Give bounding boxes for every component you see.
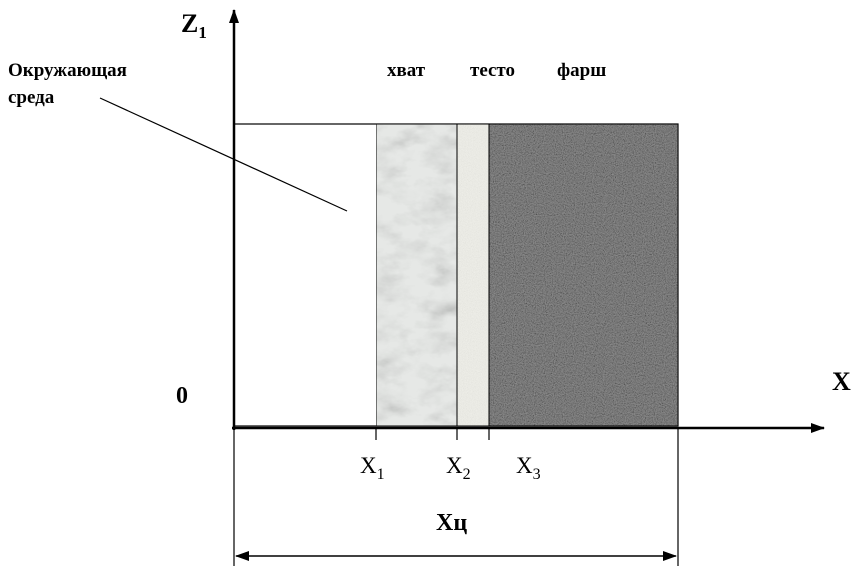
layer-khvat bbox=[375, 123, 458, 427]
boundary-label-x1: X1 bbox=[360, 453, 385, 483]
boundary-label-x3: X3 bbox=[516, 453, 541, 483]
dimension-label: Xц bbox=[436, 510, 467, 536]
layer-label-testo: тесто bbox=[470, 60, 515, 81]
layer-farsh bbox=[488, 123, 679, 427]
layer-testo bbox=[456, 123, 490, 427]
environment-label-line1: Окружающая bbox=[8, 60, 127, 81]
x-axis-label: X bbox=[832, 367, 851, 396]
origin-label: 0 bbox=[176, 383, 188, 409]
environment-leader-line bbox=[99, 97, 348, 212]
layer-label-khvat: хват bbox=[387, 60, 426, 81]
environment-label-line2: среда bbox=[8, 87, 55, 108]
layer-label-farsh: фарш bbox=[557, 60, 606, 81]
boundary-label-x2: X2 bbox=[446, 453, 471, 483]
z-axis-label: Z1 bbox=[181, 9, 207, 42]
